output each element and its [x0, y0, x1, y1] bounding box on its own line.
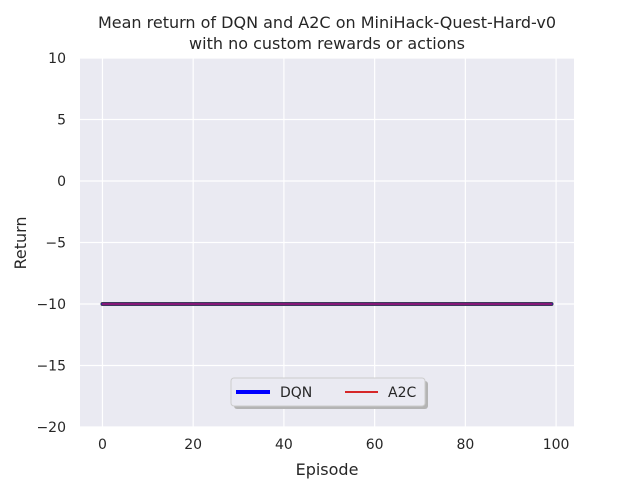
x-tick-label: 40: [275, 437, 293, 453]
x-tick-label: 100: [543, 437, 570, 453]
tick-labels: 0 20 40 60 80 100 10 5 0 −5 −10 −15 −20: [36, 51, 569, 453]
x-tick-label: 80: [456, 437, 474, 453]
y-axis-label: Return: [11, 216, 30, 269]
x-tick-label: 0: [98, 437, 107, 453]
chart-title-line-1: Mean return of DQN and A2C on MiniHack-Q…: [98, 13, 556, 32]
x-axis-label: Episode: [296, 460, 359, 479]
y-tick-label: −20: [36, 420, 66, 436]
legend: DQN A2C: [230, 377, 428, 409]
legend-box: [230, 377, 426, 407]
y-tick-label: −10: [36, 297, 66, 313]
y-tick-label: −15: [36, 359, 66, 375]
y-tick-label: −5: [45, 236, 66, 252]
y-tick-label: 5: [57, 113, 66, 129]
chart-title-line-2: with no custom rewards or actions: [189, 34, 465, 53]
y-tick-label: 0: [57, 174, 66, 190]
y-tick-label: 10: [48, 51, 66, 67]
legend-label-dqn: DQN: [280, 385, 312, 401]
x-tick-label: 20: [184, 437, 202, 453]
legend-label-a2c: A2C: [388, 385, 416, 401]
x-tick-label: 60: [366, 437, 384, 453]
